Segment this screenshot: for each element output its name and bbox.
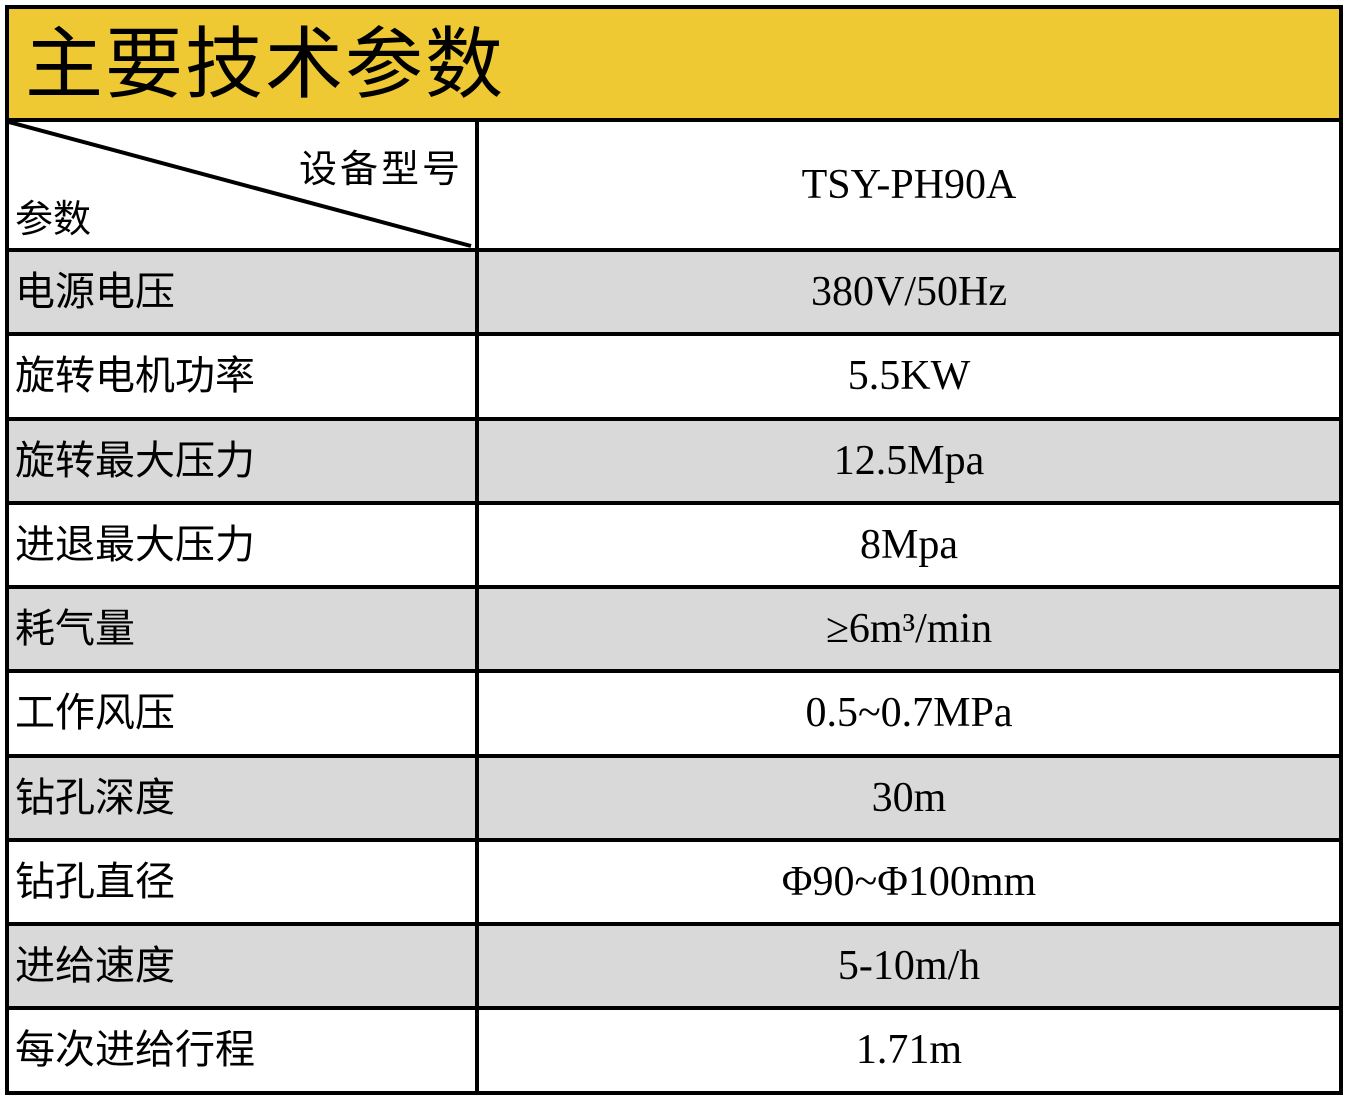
table-row: 电源电压 380V/50Hz bbox=[9, 252, 1339, 336]
table-row: 每次进给行程 1.71m bbox=[9, 1010, 1339, 1092]
table-row: 旋转电机功率 5.5KW bbox=[9, 336, 1339, 421]
param-value: 5.5KW bbox=[847, 353, 971, 399]
param-value: 12.5Mpa bbox=[833, 438, 985, 484]
param-name: 电源电压 bbox=[9, 252, 479, 332]
param-value: 0.5~0.7MPa bbox=[805, 690, 1013, 736]
param-value: 1.71m bbox=[855, 1027, 963, 1073]
table-row: 工作风压 0.5~0.7MPa bbox=[9, 673, 1339, 758]
table-row: 进给速度 5-10m/h bbox=[9, 926, 1339, 1010]
diagonal-divider bbox=[9, 122, 472, 248]
table-row: 旋转最大压力 12.5Mpa bbox=[9, 421, 1339, 505]
param-name: 钻孔深度 bbox=[9, 758, 479, 838]
param-name: 旋转电机功率 bbox=[9, 336, 479, 417]
table-row: 钻孔直径 Φ90~Φ100mm bbox=[9, 842, 1339, 926]
param-name: 钻孔直径 bbox=[9, 842, 479, 922]
param-name: 进给速度 bbox=[9, 926, 479, 1006]
param-name: 每次进给行程 bbox=[9, 1010, 479, 1092]
param-name: 进退最大压力 bbox=[9, 505, 479, 585]
param-value: 8Mpa bbox=[860, 522, 958, 568]
param-value: ≥6m³/min bbox=[825, 606, 993, 652]
param-label: 参数 bbox=[15, 197, 92, 241]
header-row: 设备型号 参数 TSY-PH90A bbox=[9, 122, 1339, 252]
param-name: 耗气量 bbox=[9, 589, 479, 669]
header-corner-cell: 设备型号 参数 bbox=[9, 122, 479, 248]
model-value: TSY-PH90A bbox=[801, 162, 1017, 208]
spec-table: 主要技术参数 设备型号 参数 TSY-PH90A 电源电压 380V/50Hz 旋转… bbox=[5, 5, 1343, 1095]
param-value: Φ90~Φ100mm bbox=[781, 859, 1037, 905]
table-row: 进退最大压力 8Mpa bbox=[9, 505, 1339, 589]
model-label: 设备型号 bbox=[298, 147, 463, 191]
param-name: 旋转最大压力 bbox=[9, 421, 479, 501]
param-value: 5-10m/h bbox=[837, 943, 981, 989]
table-row: 耗气量 ≥6m³/min bbox=[9, 589, 1339, 673]
table-title: 主要技术参数 bbox=[25, 20, 506, 110]
param-value: 380V/50Hz bbox=[811, 269, 1007, 315]
table-row: 钻孔深度 30m bbox=[9, 758, 1339, 842]
title-bar: 主要技术参数 bbox=[9, 9, 1339, 122]
param-value: 30m bbox=[871, 775, 947, 821]
param-name: 工作风压 bbox=[9, 673, 479, 754]
